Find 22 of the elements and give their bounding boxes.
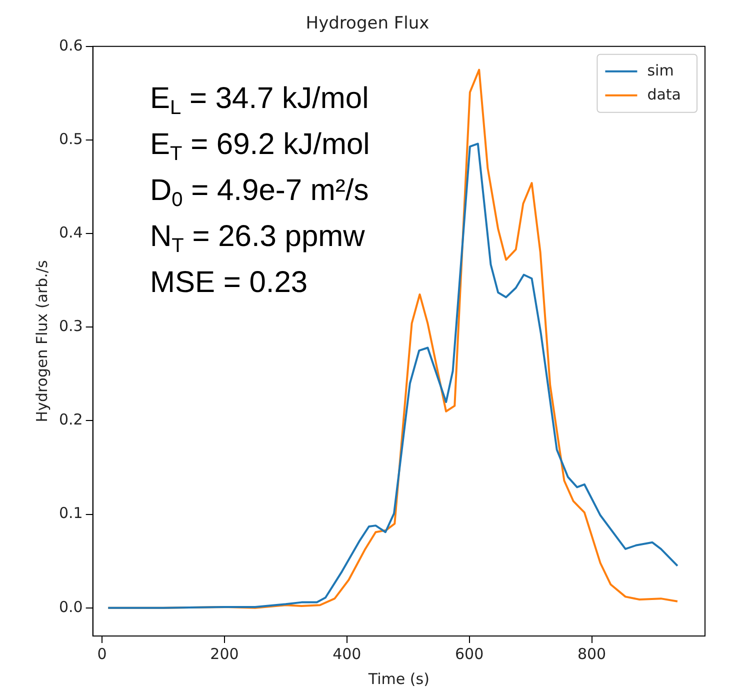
x-tick-label: 0 (97, 644, 107, 663)
chart-title: Hydrogen Flux (306, 14, 430, 34)
annotation: N$_{T}$ = 26.3 ppmw (150, 219, 366, 259)
legend-label: data (647, 85, 682, 104)
y-tick-label: 0.4 (58, 223, 83, 242)
legend-label: sim (647, 61, 674, 80)
y-tick-label: 0.6 (58, 36, 83, 54)
x-tick-label: 600 (455, 644, 484, 663)
x-tick-label: 800 (577, 644, 606, 663)
annotation: MSE = 0.23 (150, 265, 309, 301)
x-tick-label: 400 (332, 644, 362, 663)
y-tick-label: 0.3 (58, 317, 83, 336)
annotation: E$_{T}$ = 69.2 kJ/mol (150, 127, 370, 167)
annotation: D$_{0}$ = 4.9e-7 m²/s (150, 173, 370, 213)
x-axis-title: Time (s) (367, 670, 430, 688)
x-tick-label: 200 (210, 644, 239, 663)
y-tick-label: 0.5 (58, 130, 83, 148)
y-tick-label: 0.1 (58, 504, 83, 522)
y-axis-title: Hydrogen Flux (arb./s (32, 260, 51, 422)
y-tick-label: 0.2 (58, 410, 83, 429)
y-tick-label: 0.0 (58, 598, 83, 616)
annotation: E$_{L}$ = 34.7 kJ/mol (150, 81, 370, 121)
